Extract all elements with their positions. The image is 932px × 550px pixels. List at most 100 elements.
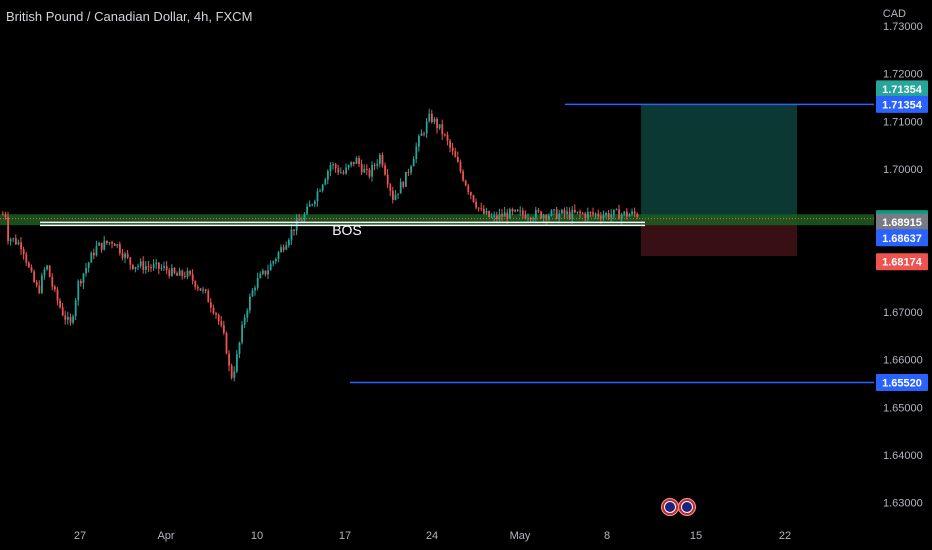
candle-body — [363, 168, 366, 173]
candle-body — [288, 239, 290, 246]
candle-body — [298, 219, 301, 221]
candle-body — [407, 171, 410, 173]
candle-body — [204, 289, 207, 291]
candle-body — [272, 261, 275, 264]
candle-body — [199, 288, 202, 291]
candle-body — [95, 245, 98, 256]
candle-body — [113, 243, 116, 246]
candle-body — [56, 289, 59, 301]
price-labels: 1.713541.713541.6895802:24:121.689151.68… — [876, 80, 928, 392]
currency-label: CAD — [882, 8, 906, 20]
candle-body — [220, 321, 223, 326]
y-tick-label: 1.65000 — [883, 402, 923, 414]
candle-body — [121, 253, 124, 258]
candle-body — [628, 214, 631, 217]
candle-body — [41, 275, 43, 293]
uk-flag-icon[interactable] — [661, 498, 679, 516]
time-axis[interactable]: 27 Apr 10 17 24 May 8 15 22 — [74, 530, 791, 542]
candle-body — [532, 218, 535, 220]
candle-body — [142, 261, 145, 270]
candle-body — [397, 193, 399, 195]
candle-body — [223, 325, 225, 333]
candle-body — [415, 146, 418, 160]
candle-body — [87, 262, 90, 268]
candle-body — [420, 133, 423, 136]
candle-body — [358, 158, 360, 164]
candle-body — [459, 162, 462, 172]
bid-price-label: 1.68915 — [882, 217, 922, 229]
zone-price-label-bg — [876, 229, 928, 247]
target-price-label-bg — [876, 80, 928, 98]
zones-layer — [0, 104, 874, 257]
candle-body — [197, 287, 199, 289]
candle-body — [425, 121, 428, 134]
candle-body — [100, 242, 103, 250]
candle-body — [371, 165, 373, 177]
candle-body — [464, 180, 467, 186]
candle-body — [238, 342, 241, 355]
candle-body — [228, 353, 230, 366]
candle-body — [285, 245, 288, 250]
candle-body — [327, 171, 329, 180]
y-tick-label: 1.64000 — [883, 450, 923, 462]
candle-body — [311, 204, 314, 206]
candle-body — [561, 209, 563, 214]
candle-body — [550, 210, 553, 216]
candle-body — [184, 275, 186, 277]
candle-body — [275, 258, 277, 262]
events-markers[interactable] — [661, 498, 697, 518]
candle-body — [233, 371, 236, 378]
y-tick-label: 1.72000 — [883, 69, 923, 81]
candle-body — [480, 208, 483, 210]
candle-body — [251, 290, 254, 297]
candle-body — [150, 267, 152, 269]
y-tick-label: 1.67000 — [883, 307, 923, 319]
candle-body — [80, 280, 82, 284]
candle-body — [576, 211, 579, 213]
candle-body — [124, 253, 126, 258]
candle-body — [137, 265, 139, 267]
x-tick-label: 10 — [251, 530, 263, 542]
candle-body — [20, 242, 22, 250]
candle-body — [485, 210, 488, 214]
candle-body — [262, 270, 264, 274]
candle-body — [15, 238, 17, 245]
candle-body — [587, 212, 589, 219]
candle-body — [168, 269, 171, 276]
candle-body — [241, 324, 243, 343]
candle-body — [545, 215, 548, 220]
candle-body — [303, 214, 306, 221]
candle-body — [332, 164, 334, 166]
candle-body — [35, 281, 38, 286]
candle-body — [28, 262, 30, 268]
y-tick-label: 1.73000 — [883, 21, 923, 33]
candle-body — [431, 113, 433, 123]
candle-body — [600, 216, 602, 219]
candle-body — [568, 211, 571, 219]
candle-body — [108, 242, 111, 244]
candle-body — [501, 213, 503, 217]
candle-body — [347, 165, 350, 168]
candle-body — [626, 211, 628, 217]
candle-body — [67, 317, 69, 320]
candle-body — [337, 168, 340, 173]
candle-body — [145, 266, 147, 270]
candle-body — [402, 181, 405, 187]
candle-body — [74, 300, 77, 317]
candle-body — [607, 212, 610, 218]
candle-body — [376, 163, 379, 166]
candle-body — [22, 249, 25, 255]
uk-flag-icon[interactable] — [678, 498, 696, 516]
candle-body — [217, 314, 220, 322]
candle-body — [496, 215, 498, 220]
candle-body — [98, 242, 100, 246]
candle-body — [477, 207, 480, 209]
profit-zone — [641, 104, 797, 219]
candle-body — [446, 134, 449, 141]
lines-layer — [0, 103, 874, 384]
candle-body — [340, 172, 342, 174]
x-tick-label: 22 — [779, 530, 791, 542]
candle-body — [449, 140, 451, 148]
candle-body — [165, 266, 168, 270]
